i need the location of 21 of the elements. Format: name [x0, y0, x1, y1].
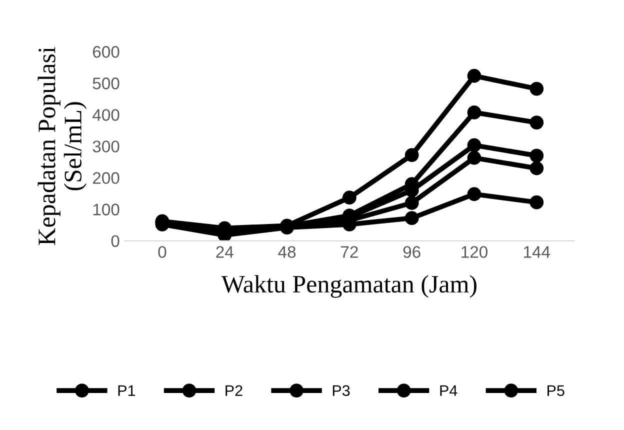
- legend-label: P5: [548, 385, 564, 396]
- y-tick-label: 300: [92, 140, 120, 152]
- x-axis-title: Waktu Pengamatan (Jam): [221, 275, 476, 298]
- x-tick-label: 144: [524, 246, 550, 258]
- x-tick-label: 48: [278, 246, 296, 258]
- y-tick-label: 600: [92, 46, 120, 58]
- x-tick-label: 120: [462, 246, 488, 258]
- x-tick-label: 24: [216, 246, 234, 258]
- y-tick-label: 500: [92, 78, 120, 90]
- legend-label: P4: [440, 385, 458, 396]
- legend-label: P2: [226, 385, 242, 396]
- legend-label: P3: [332, 385, 350, 396]
- y-tick-label: 100: [93, 204, 120, 216]
- x-tick-label: 0: [158, 246, 166, 258]
- x-tick-label: 96: [403, 246, 420, 258]
- y-axis-title: Kepadatan Populasi (Sel/mL): [38, 47, 87, 246]
- y-tick-label: 400: [92, 109, 120, 121]
- x-tick-label: 72: [341, 246, 358, 258]
- y-tick-label: 200: [92, 172, 120, 184]
- legend-label: P1: [118, 385, 136, 396]
- y-tick-label: 0: [111, 235, 120, 248]
